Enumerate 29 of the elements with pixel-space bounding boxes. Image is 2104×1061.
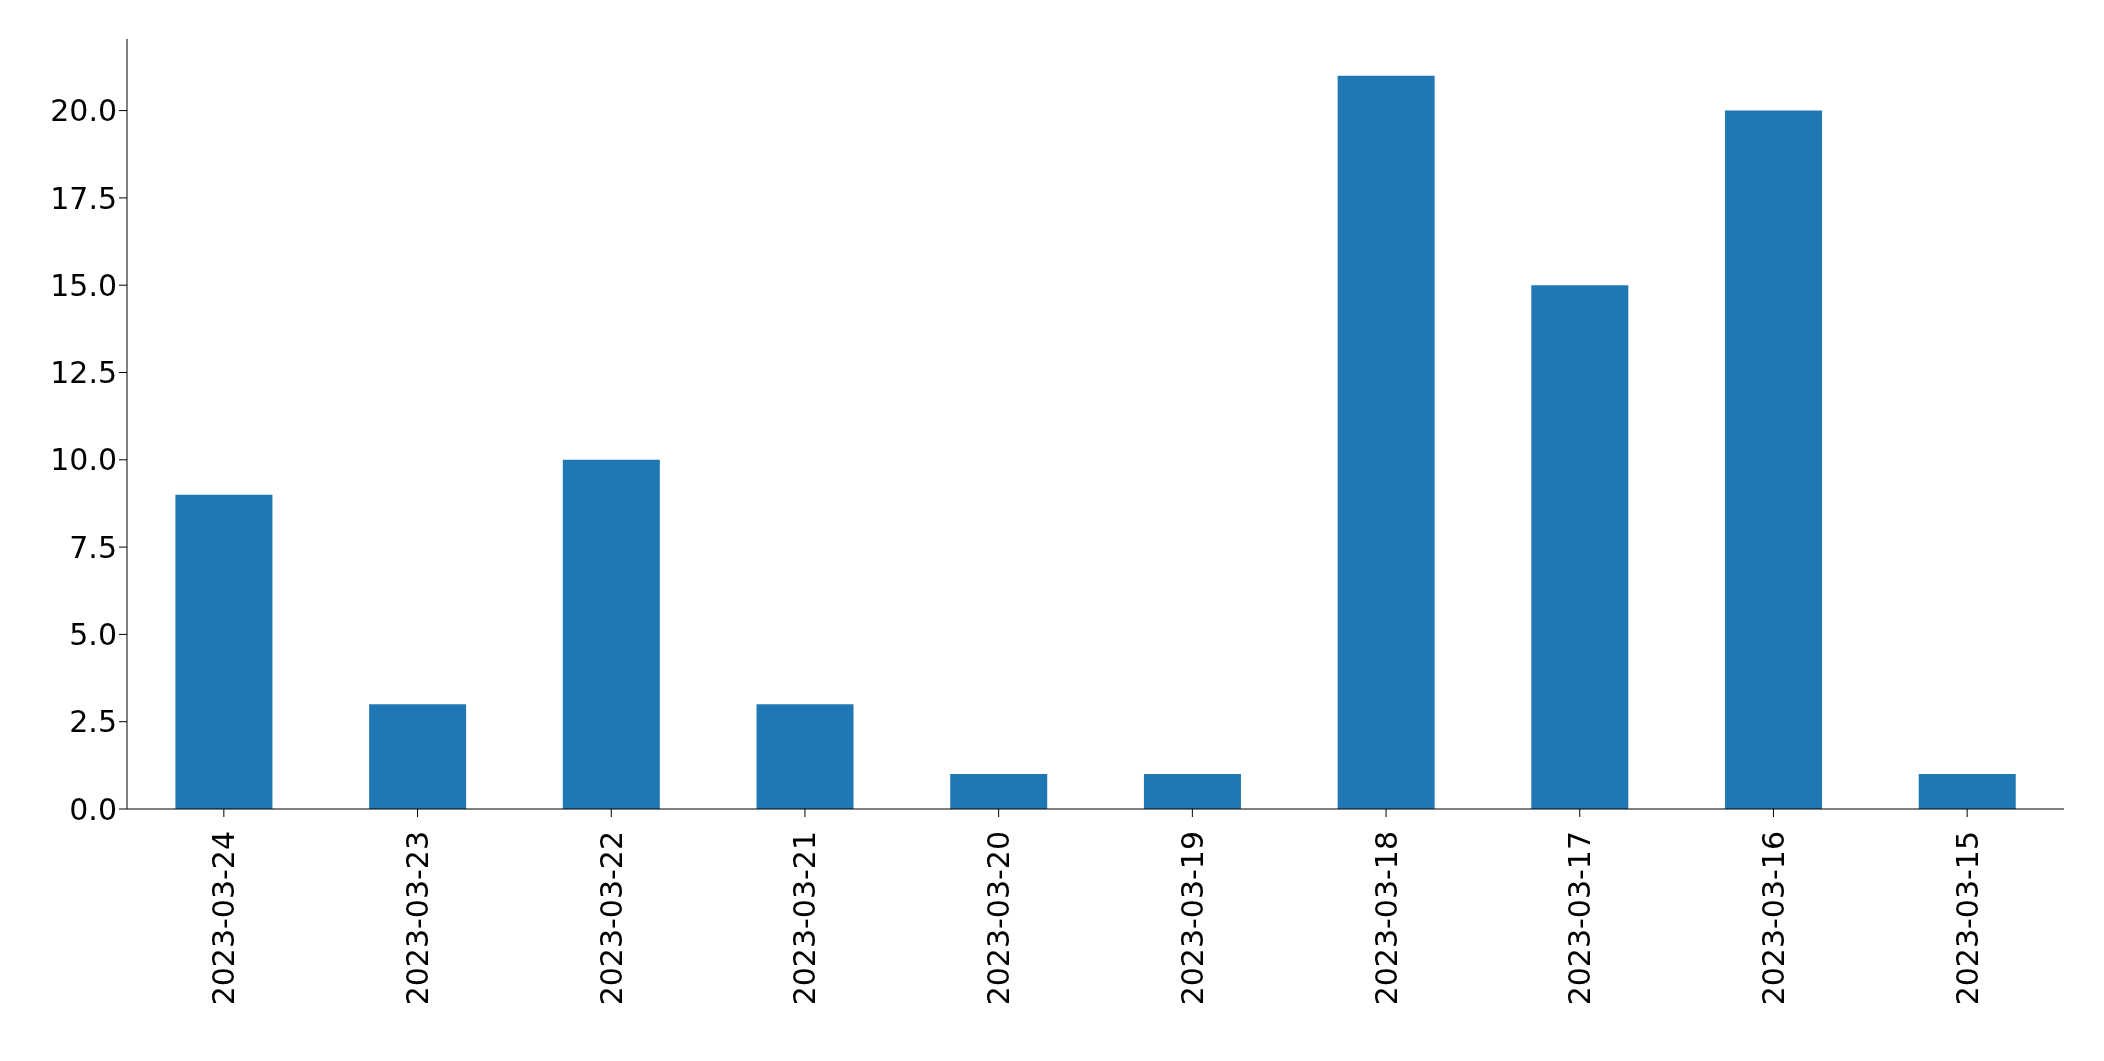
x-tick-label: 2023-03-24 xyxy=(206,831,242,1006)
y-tick-label: 5.0 xyxy=(69,617,117,653)
y-tick-label: 10.0 xyxy=(50,442,117,478)
bar xyxy=(756,704,854,809)
bar xyxy=(1725,110,1823,809)
y-tick-label: 7.5 xyxy=(69,529,117,565)
y-tick-label: 20.0 xyxy=(50,93,117,129)
bar xyxy=(1918,774,2016,809)
y-tick-label: 2.5 xyxy=(69,704,117,740)
bar xyxy=(950,774,1048,809)
x-tick-label: 2023-03-18 xyxy=(1368,831,1404,1006)
x-tick-label: 2023-03-17 xyxy=(1562,831,1598,1006)
x-tick-label: 2023-03-16 xyxy=(1755,831,1791,1006)
y-tick-label: 12.5 xyxy=(50,355,117,391)
bar xyxy=(1337,75,1435,809)
bar xyxy=(1531,285,1629,809)
bar xyxy=(369,704,467,809)
bar xyxy=(175,494,273,809)
bar xyxy=(562,459,660,809)
x-tick-label: 2023-03-15 xyxy=(1949,831,1985,1006)
x-tick-label: 2023-03-20 xyxy=(981,831,1017,1006)
bar xyxy=(1143,774,1241,809)
x-tick-label: 2023-03-23 xyxy=(400,831,436,1006)
y-tick-label: 0.0 xyxy=(69,791,117,827)
x-tick-label: 2023-03-19 xyxy=(1174,831,1210,1006)
y-tick-label: 17.5 xyxy=(50,180,117,216)
x-tick-label: 2023-03-22 xyxy=(593,831,629,1006)
y-tick-label: 15.0 xyxy=(50,267,117,303)
x-tick-label: 2023-03-21 xyxy=(787,831,823,1006)
